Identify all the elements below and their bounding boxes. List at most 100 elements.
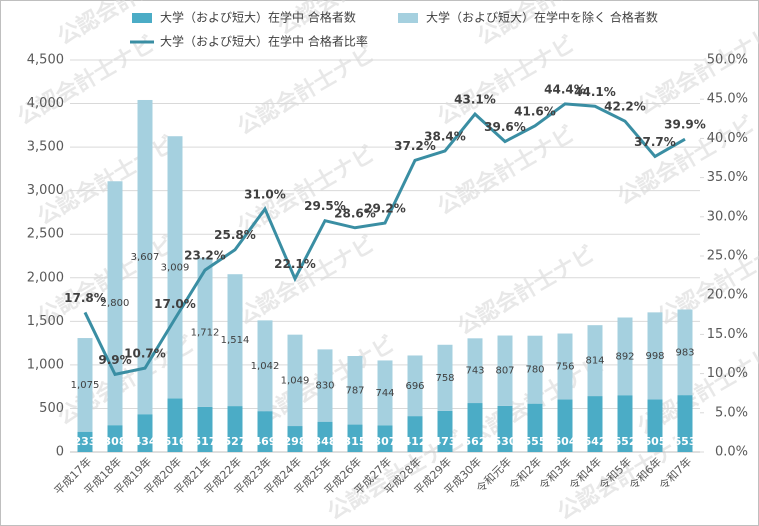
legend-swatch — [398, 13, 418, 23]
bar-value-label: 1,042 — [251, 361, 280, 372]
bar-value-label: 744 — [375, 388, 394, 399]
y2-tick-label: 50.0% — [707, 53, 748, 68]
bar — [587, 396, 603, 452]
y2-tick-label: 40.0% — [707, 131, 748, 146]
line-value-label: 31.0% — [244, 187, 286, 201]
bar-value-label: 983 — [675, 347, 694, 358]
bar — [467, 403, 483, 452]
bar-value-label: 434 — [134, 435, 157, 448]
line-value-label: 44.4% — [544, 82, 586, 96]
bar — [137, 99, 153, 415]
y-tick-label: 2,000 — [27, 270, 64, 285]
bar — [377, 360, 393, 426]
y-tick-label: 3,000 — [27, 183, 64, 198]
line-value-label: 44.1% — [574, 85, 616, 99]
y-tick-label: 2,500 — [27, 227, 64, 242]
legend-label: 大学（および短大）在学中を除く 合格者数 — [426, 10, 658, 25]
line-value-label: 22.1% — [274, 257, 316, 271]
bar-value-label: 555 — [524, 435, 547, 448]
bar — [557, 333, 573, 400]
bar-value-label: 998 — [645, 351, 664, 362]
bar — [227, 406, 243, 452]
y-tick-label: 0 — [56, 445, 64, 460]
bar — [587, 325, 603, 397]
bar-value-label: 653 — [674, 435, 697, 448]
bar-value-label: 469 — [254, 435, 277, 448]
bar — [77, 431, 93, 452]
line-value-label: 17.8% — [64, 291, 106, 305]
bar-value-label: 308 — [104, 435, 127, 448]
line-value-label: 23.2% — [184, 249, 226, 263]
bar — [467, 338, 483, 404]
bar — [497, 405, 513, 452]
bar — [137, 414, 153, 452]
bar — [287, 426, 303, 452]
bar — [77, 338, 93, 432]
legend-label: 大学（および短大）在学中 合格者比率 — [160, 34, 368, 49]
bar-value-label: 830 — [315, 381, 334, 392]
bar — [107, 425, 123, 452]
bar — [347, 356, 363, 425]
y2-tick-label: 25.0% — [707, 249, 748, 264]
bar-value-label: 348 — [314, 435, 337, 448]
bar — [407, 416, 423, 452]
bar — [317, 421, 333, 452]
bar — [617, 317, 633, 396]
y-tick-label: 3,500 — [27, 140, 64, 155]
y2-tick-label: 35.0% — [707, 170, 748, 185]
legend-swatch — [132, 13, 152, 23]
line-value-label: 10.7% — [124, 347, 166, 361]
line-value-label: 28.6% — [334, 206, 376, 220]
bar — [197, 257, 213, 407]
bar-value-label: 298 — [284, 435, 307, 448]
bar-value-label: 814 — [585, 356, 604, 367]
bar-value-label: 642 — [584, 435, 607, 448]
bar-value-label: 807 — [495, 366, 514, 377]
bar-value-label: 696 — [405, 381, 424, 392]
bar — [647, 312, 663, 400]
bar-value-label: 616 — [164, 435, 187, 448]
bar-value-label: 1,049 — [281, 375, 310, 386]
bar — [677, 395, 693, 452]
y2-tick-label: 10.0% — [707, 366, 748, 381]
bar — [197, 406, 213, 452]
bar — [647, 399, 663, 452]
bar-value-label: 233 — [74, 435, 97, 448]
y2-tick-label: 45.0% — [707, 92, 748, 107]
line-value-label: 9.9% — [98, 353, 131, 367]
bar — [677, 309, 693, 396]
bar — [437, 410, 453, 452]
bar-value-label: 1,514 — [221, 335, 250, 346]
bar-value-label: 473 — [434, 435, 457, 448]
bar-value-label: 605 — [644, 435, 667, 448]
bar — [557, 399, 573, 452]
bar-value-label: 743 — [465, 366, 484, 377]
line-value-label: 25.8% — [214, 228, 256, 242]
line-value-label: 43.1% — [454, 93, 496, 107]
y2-tick-label: 0.0% — [715, 445, 748, 460]
bar — [497, 335, 513, 406]
bar-value-label: 787 — [345, 385, 364, 396]
bar — [347, 424, 363, 452]
bar — [407, 355, 423, 417]
bar-value-label: 892 — [615, 351, 634, 362]
y2-tick-label: 20.0% — [707, 288, 748, 303]
y2-tick-label: 5.0% — [715, 405, 748, 420]
bar-value-label: 2,800 — [101, 298, 130, 309]
bar-value-label: 530 — [494, 435, 517, 448]
bar — [257, 320, 273, 412]
line-value-label: 29.2% — [364, 202, 406, 216]
bar — [167, 398, 183, 452]
legend-label: 大学（および短大）在学中 合格者数 — [160, 10, 356, 25]
bar — [437, 344, 453, 411]
bar-value-label: 527 — [224, 435, 247, 448]
bar-value-label: 604 — [554, 435, 577, 448]
y-tick-label: 4,000 — [27, 96, 64, 111]
bar-value-label: 412 — [404, 435, 427, 448]
bar-value-label: 1,075 — [71, 380, 100, 391]
y-tick-label: 1,500 — [27, 314, 64, 329]
bar-value-label: 3,607 — [131, 252, 160, 263]
bar-value-label: 780 — [525, 365, 544, 376]
bar — [317, 349, 333, 422]
